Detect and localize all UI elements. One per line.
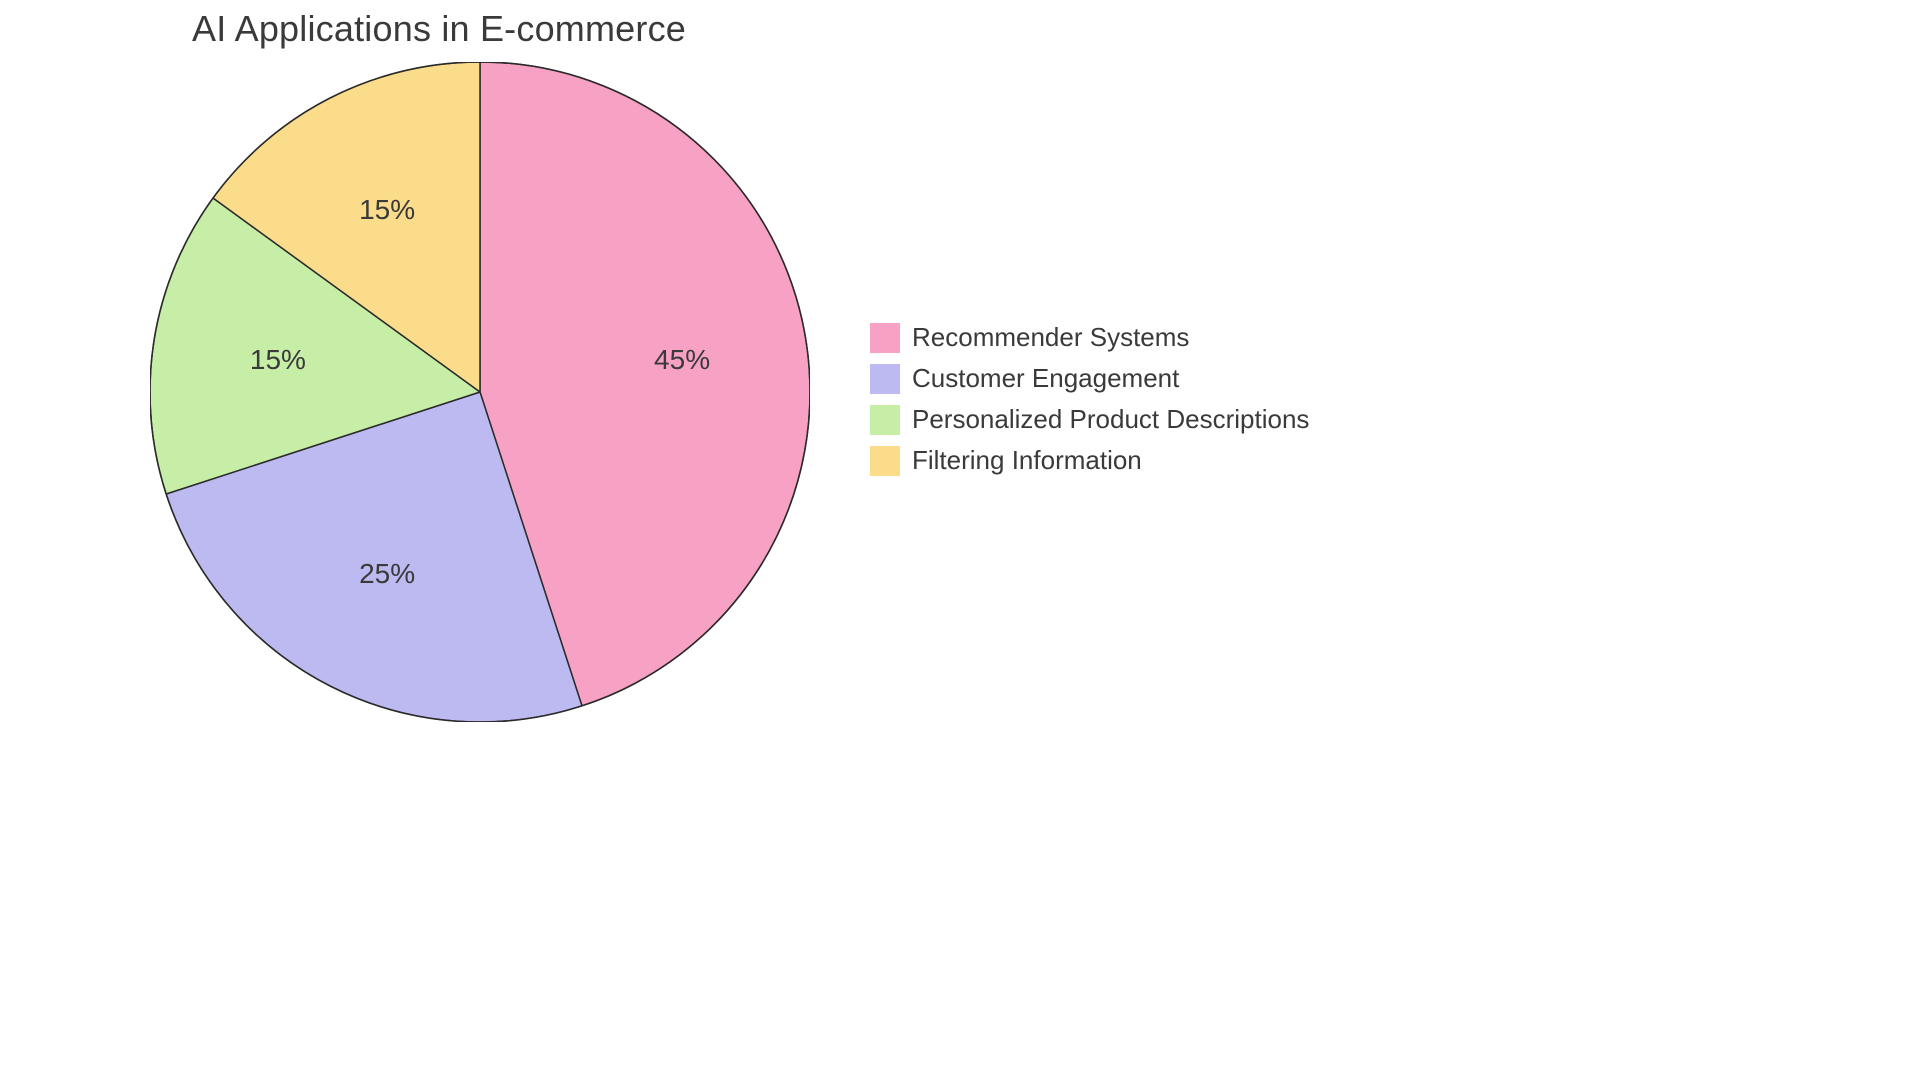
legend-label: Filtering Information [912,445,1142,476]
legend-swatch [870,364,900,394]
legend-label: Recommender Systems [912,322,1189,353]
pie-svg [150,62,810,722]
legend-swatch [870,405,900,435]
legend-swatch [870,446,900,476]
legend-item: Customer Engagement [870,363,1309,394]
legend-label: Customer Engagement [912,363,1179,394]
legend-item: Filtering Information [870,445,1309,476]
legend-label: Personalized Product Descriptions [912,404,1309,435]
chart-title: AI Applications in E-commerce [192,8,686,50]
legend-item: Recommender Systems [870,322,1309,353]
pie-area: 45%25%15%15% [150,62,810,722]
legend-swatch [870,323,900,353]
pie-chart-container: AI Applications in E-commerce 45%25%15%1… [0,0,1440,810]
legend: Recommender Systems Customer Engagement Pe… [870,322,1309,476]
legend-item: Personalized Product Descriptions [870,404,1309,435]
